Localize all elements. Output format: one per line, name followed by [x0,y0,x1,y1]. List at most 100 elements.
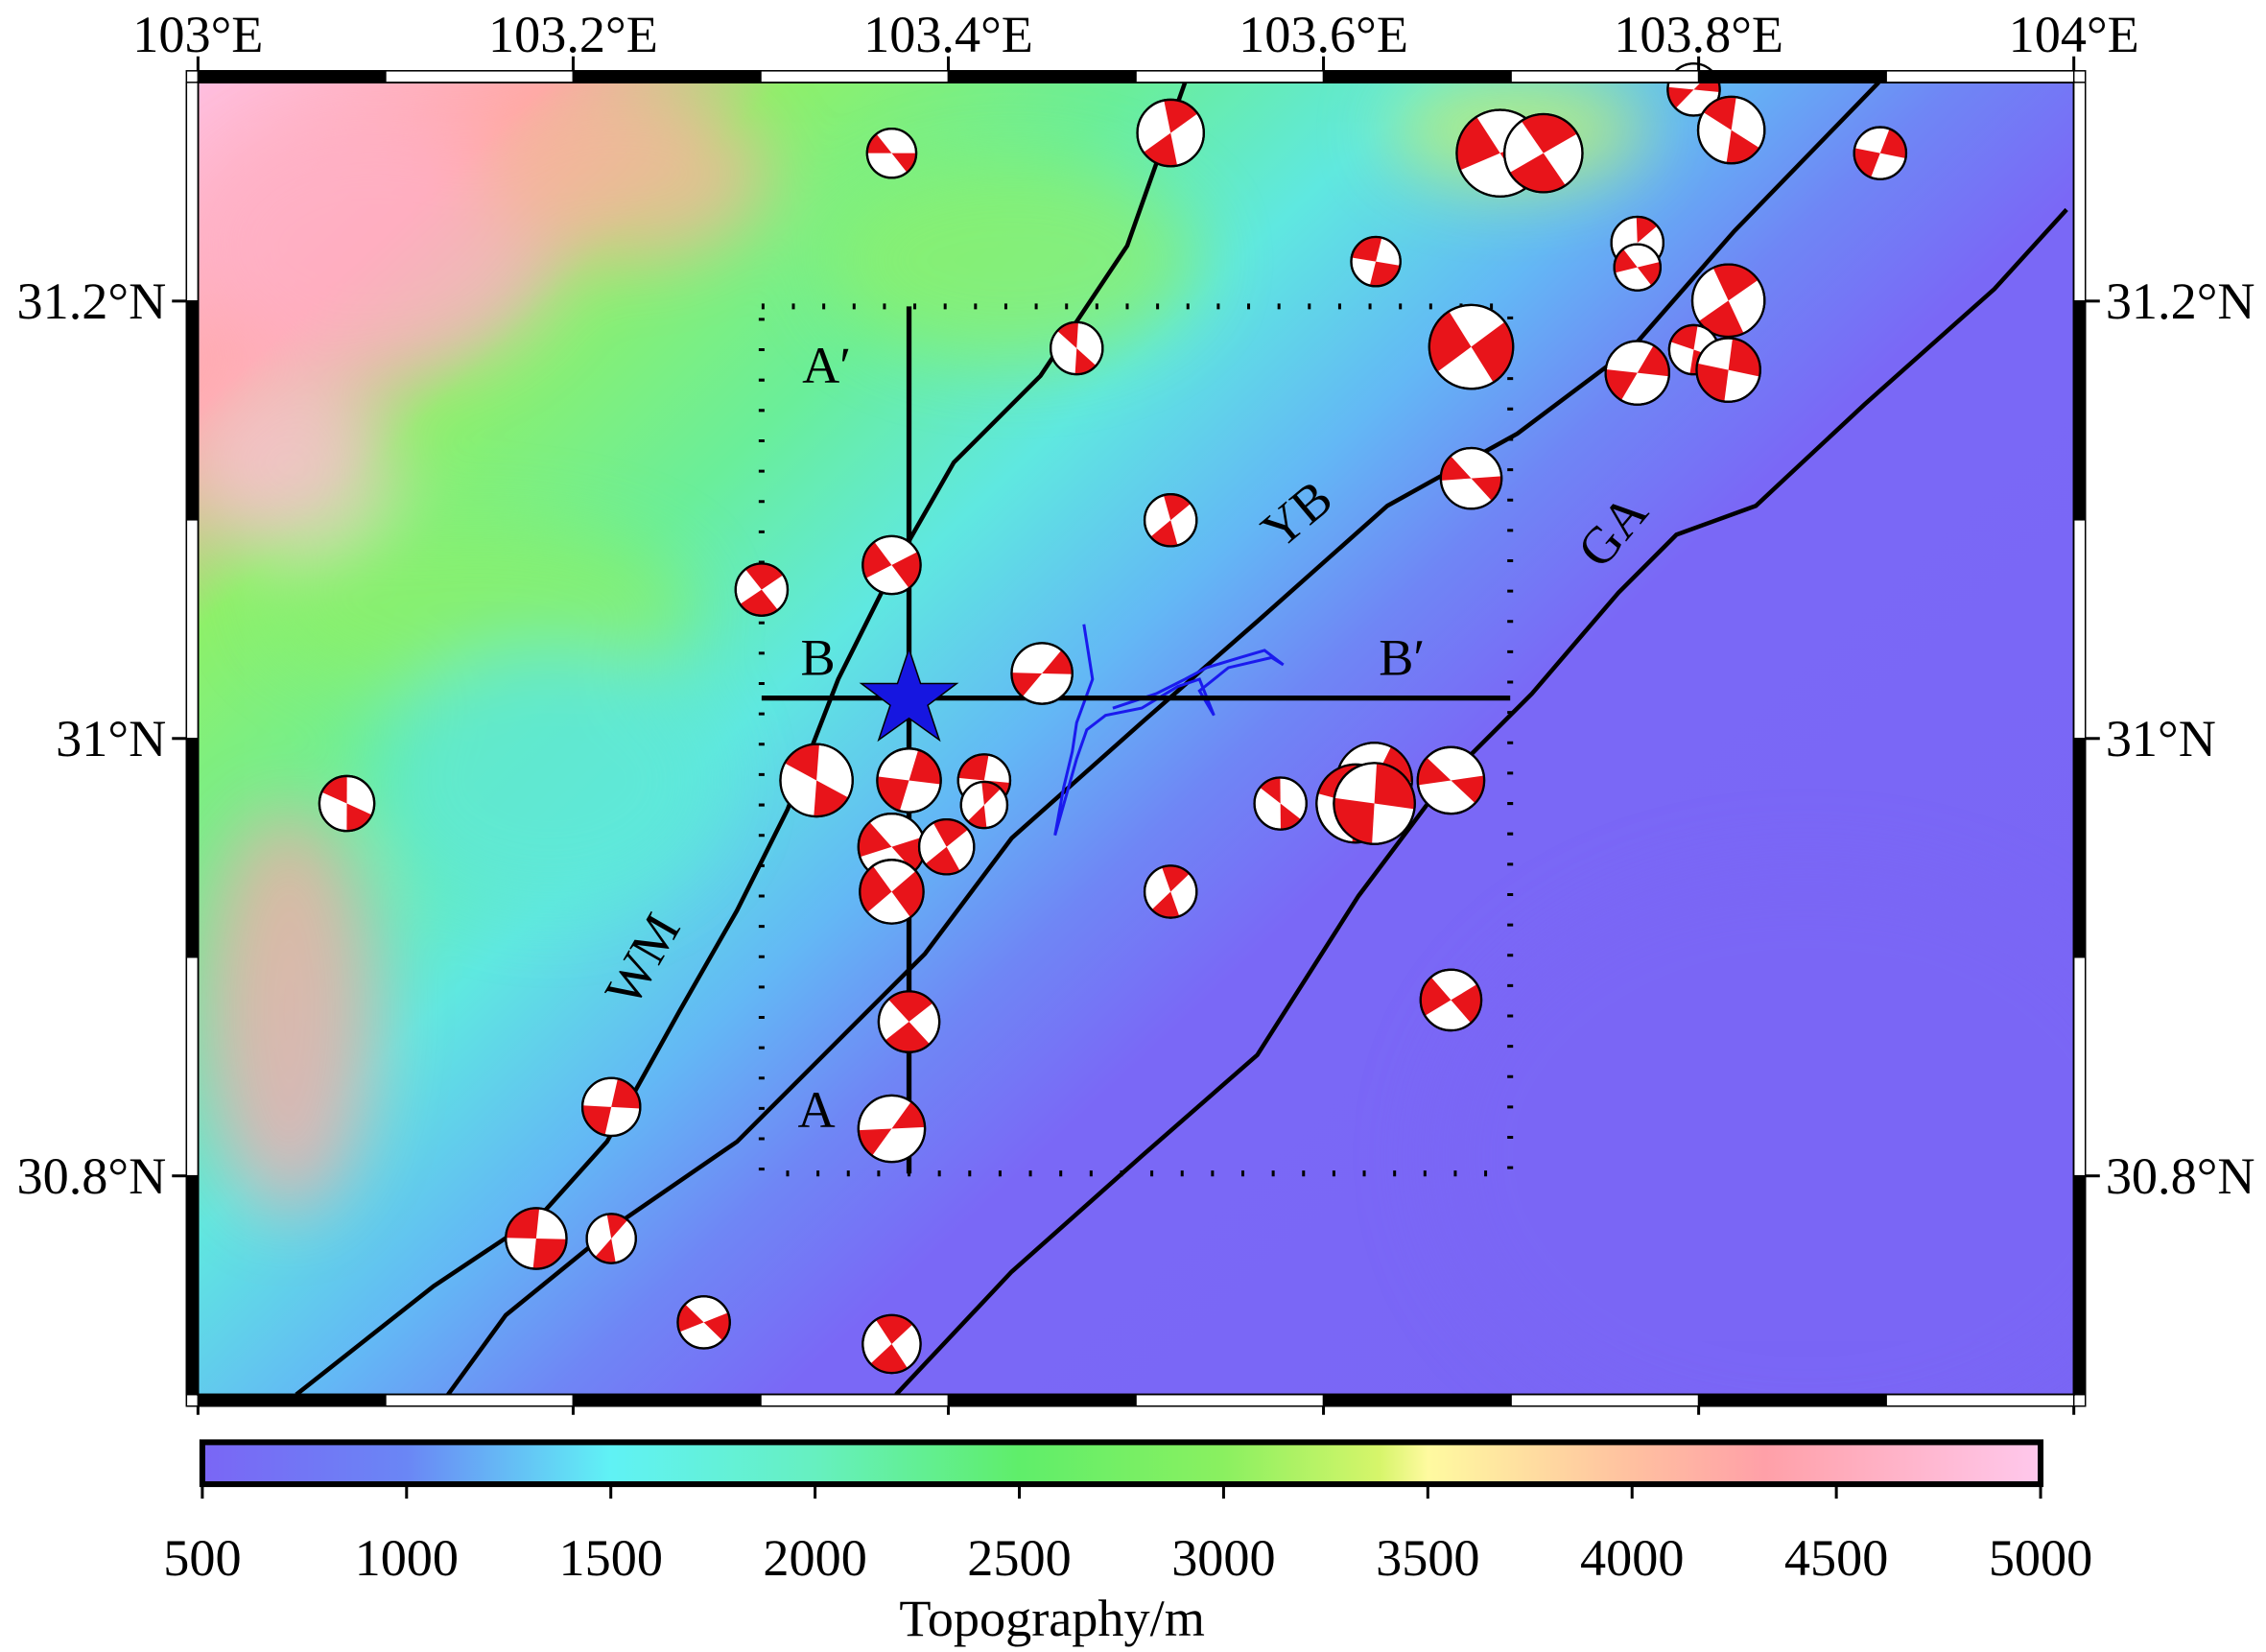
ball-quadrant [866,133,892,153]
frame-bar [385,1393,575,1407]
frame-bar [385,70,575,83]
colorbar-tick-label: 2500 [967,1529,1071,1587]
focal-mechanism [1350,235,1402,288]
frame-bar [1885,70,2075,83]
focal-mechanism [676,1295,731,1350]
focal-mechanism [1696,95,1766,165]
ball-quadrant [1150,520,1178,547]
frame-bar [760,1393,950,1407]
frame-bar [185,738,200,958]
ball-outline [1696,95,1766,165]
river [1053,624,1285,837]
ball-quadrant [1042,649,1073,674]
focal-mechanism [505,1207,568,1270]
ball-quadrant [925,846,960,875]
ball-quadrant [1420,977,1452,1016]
ball-quadrant [891,870,924,918]
ball-quadrant [1163,494,1192,521]
ball-quadrant [346,803,372,832]
ball-quadrant [611,1078,641,1109]
y-tick-label: 31°N [56,710,166,767]
ball-outline [1253,776,1308,831]
ball-quadrant [321,775,347,804]
focal-mechanism [1613,243,1662,292]
frame-bar [1135,1393,1325,1407]
x-tick-label: 103.6°E [1239,6,1408,63]
focal-mechanism [1050,320,1104,376]
ball-outline [876,747,942,814]
focal-mechanism [1690,263,1766,339]
frame-bar [1697,1393,1887,1407]
focal-mechanism [1253,776,1308,831]
ball-quadrant [1162,865,1190,892]
frame-bar [1697,70,1887,83]
frame-bar [2072,1174,2087,1396]
ball-outline [676,1295,731,1350]
ball-quadrant [1417,757,1452,786]
ball-outline [1416,745,1486,815]
frame-bar [185,956,200,1177]
ball-outline [1136,98,1205,168]
fault-ga [894,207,2068,1397]
y-tick-label: 31.2°N [2106,272,2255,330]
ball-quadrant [981,781,1002,806]
ball-outline [1333,762,1416,845]
ball-quadrant [1726,130,1759,164]
ball-quadrant [1636,216,1658,244]
ball-quadrant [875,1314,913,1344]
ball-quadrant [1369,261,1401,287]
ball-outline [1419,968,1483,1032]
ball-quadrant [1351,237,1382,262]
y-tick-label: 31.2°N [17,272,167,330]
y-tick-label: 31°N [2106,710,2216,767]
colorbar-title: Topography/m [899,1590,1204,1647]
ball-outline [585,1213,637,1264]
ball-quadrant [740,589,778,616]
ball-outline [877,990,941,1053]
y-tick-label: 30.8°N [17,1147,167,1205]
ball-quadrant [862,541,892,578]
ball-outline [857,1094,927,1164]
focal-mechanism [862,1313,922,1375]
x-tick-label: 103°E [132,6,263,63]
ball-quadrant [595,1238,616,1263]
ball-outline [318,774,376,833]
ball-quadrant [1440,456,1472,481]
focal-mechanism [779,743,854,818]
ball-quadrant [1280,803,1302,830]
map-ticks: 103°E 103.2°E 103.4°E 103.6°E 103.8°E 104°E 30… [17,6,2255,1415]
focal-mechanism [1136,98,1205,168]
ball-quadrant [677,1304,704,1333]
frame-bar [197,70,387,83]
colorbar-tick-label: 3000 [1171,1529,1275,1587]
ball-quadrant [1728,338,1760,377]
ball-quadrant [932,819,968,847]
frame-bar [1885,1393,2075,1407]
frame-bar [2072,738,2087,958]
ball-outline [862,534,922,596]
ball-quadrant [1144,132,1178,167]
colorbar-tick-label: 3500 [1376,1529,1479,1587]
focal-mechanism [1503,112,1584,194]
focal-mechanism [1604,340,1671,406]
ball-quadrant [1670,324,1698,350]
ball-quadrant [1667,86,1694,108]
ball-outline [1428,303,1515,390]
profile-label: B′ [1379,628,1425,686]
ball-quadrant [888,991,933,1023]
frame-bar [572,1393,762,1407]
colorbar-tick-label: 4000 [1580,1529,1684,1587]
profile-label: A′ [802,337,851,394]
ball-quadrant [1164,99,1198,133]
focal-mechanism [1416,745,1486,815]
ball-outline [859,859,925,925]
ball-quadrant [1260,777,1281,804]
frame-bar [1135,70,1325,83]
ball-quadrant [909,749,941,785]
ball-quadrant [1074,348,1097,375]
focal-mechanism [1010,642,1074,705]
focal-mechanism [318,774,376,833]
focal-mechanism [877,990,941,1053]
focal-mechanisms [318,62,1908,1375]
frame-bar [185,300,200,521]
